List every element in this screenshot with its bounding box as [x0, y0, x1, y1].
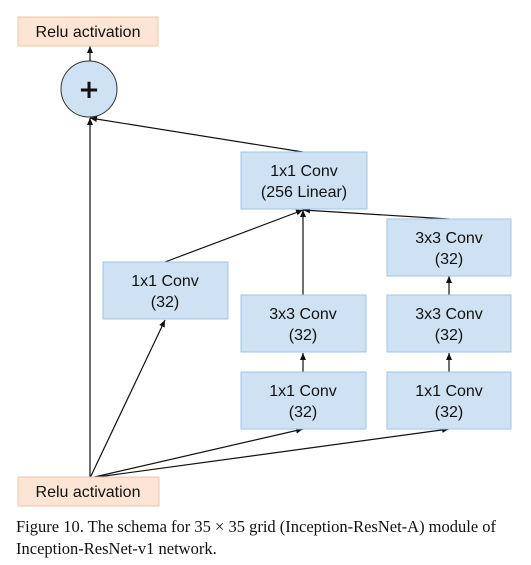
- sum-circle: [60, 60, 118, 118]
- sum-symbol: +: [78, 75, 100, 105]
- relu-top-label: Relu activation: [36, 24, 141, 41]
- branch1-conv1x1-line1: 1x1 Conv: [131, 273, 199, 290]
- branch3-conv3x3-top-box: [386, 218, 512, 277]
- relu-bottom-label: Relu activation: [36, 484, 141, 501]
- branch1-conv1x1-box: [102, 261, 229, 320]
- edge-b1-to-linear: [164, 209, 304, 263]
- sum-node: +: [60, 60, 118, 118]
- branch2-conv3x3-line2: (32): [289, 327, 317, 344]
- branch2-conv1x1-line1: 1x1 Conv: [269, 383, 337, 400]
- branch3-conv3x3-top-line2: (32): [435, 251, 463, 268]
- branch2-conv1x1-box: [240, 371, 367, 430]
- conv-linear-line2: (256 Linear): [261, 184, 347, 201]
- branch3-conv1x1-box: [386, 371, 512, 430]
- branch3-conv3x3-top-line1: 3x3 Conv: [415, 230, 483, 247]
- branch3-conv1x1-node: 1x1 Conv (32): [386, 371, 512, 430]
- branch3-conv3x3-top-node: 3x3 Conv (32): [386, 218, 512, 277]
- inception-resnet-a-diagram: Relu activation + 1x1 Conv (256 Linear) …: [17, 16, 512, 507]
- figure-caption: Figure 10. The schema for 35 × 35 grid (…: [16, 517, 497, 558]
- conv-linear-line1: 1x1 Conv: [270, 163, 338, 180]
- edge-relu-to-b2: [89, 427, 304, 479]
- branch3-conv3x3-mid-line2: (32): [435, 327, 463, 344]
- edge-linear-to-sum: [89, 116, 304, 153]
- branch2-conv3x3-node: 3x3 Conv (32): [240, 294, 367, 353]
- relu-activation-top-node: Relu activation: [17, 16, 159, 47]
- edge-relu-to-b3: [89, 426, 450, 479]
- branch1-conv1x1-line2: (32): [151, 294, 179, 311]
- conv-linear-node: 1x1 Conv (256 Linear): [240, 151, 368, 210]
- relu-bottom-box: [17, 476, 160, 507]
- relu-top-box: [17, 16, 159, 47]
- relu-activation-bottom-node: Relu activation: [17, 476, 160, 507]
- edges: [87, 46, 452, 479]
- branch3-conv3x3-mid-node: 3x3 Conv (32): [386, 294, 512, 353]
- branch3-conv1x1-line1: 1x1 Conv: [415, 383, 483, 400]
- conv-linear-box: [240, 151, 368, 210]
- edge-relu-to-b1: [89, 319, 166, 479]
- branch2-conv1x1-node: 1x1 Conv (32): [240, 371, 367, 430]
- branch1-conv1x1-node: 1x1 Conv (32): [102, 261, 229, 320]
- branch3-conv3x3-mid-box: [386, 294, 512, 353]
- branch3-conv1x1-line2: (32): [435, 404, 463, 421]
- branch2-conv3x3-box: [240, 294, 367, 353]
- branch2-conv3x3-line1: 3x3 Conv: [269, 306, 337, 323]
- edge-b3-to-linear: [302, 207, 450, 220]
- branch3-conv3x3-mid-line1: 3x3 Conv: [415, 306, 483, 323]
- branch2-conv1x1-line2: (32): [289, 404, 317, 421]
